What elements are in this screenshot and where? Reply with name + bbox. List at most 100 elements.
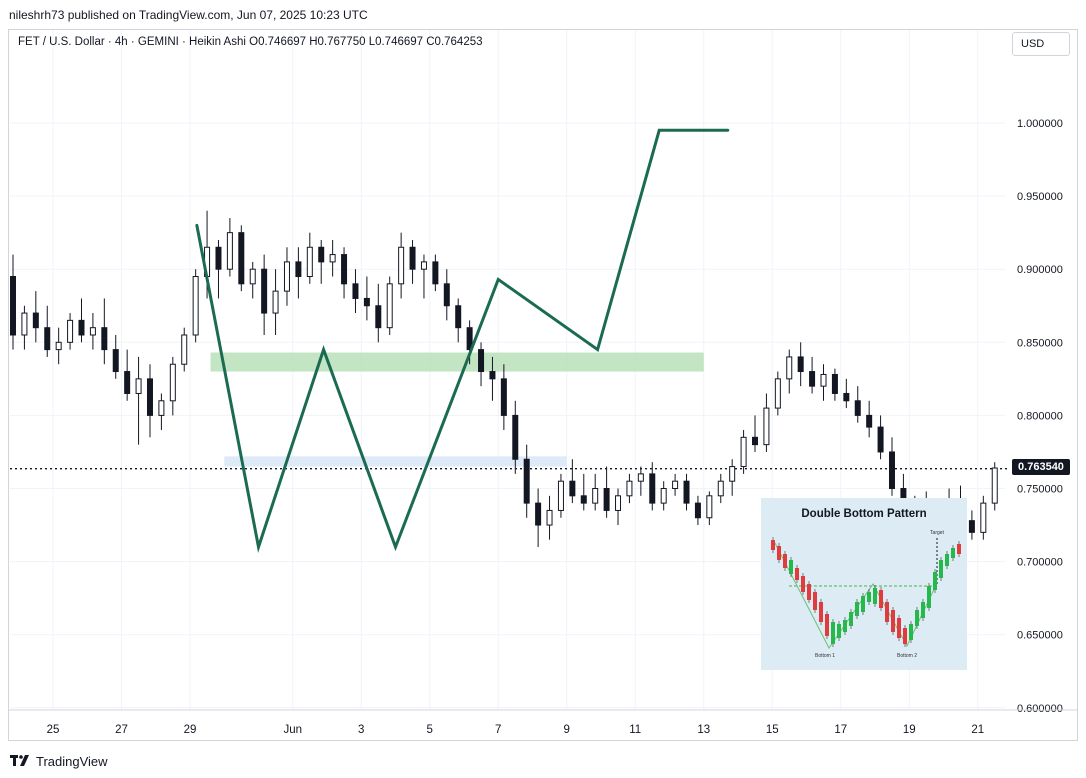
- candle-body-bull: [169, 363, 176, 402]
- candle: [786, 349, 793, 394]
- inset-candle: [843, 620, 847, 632]
- candle-body-bear: [535, 502, 542, 526]
- inset-candle: [825, 614, 829, 636]
- candle-body-bear: [649, 473, 656, 504]
- currency-button[interactable]: USD: [1012, 32, 1070, 56]
- candle-body-bear: [797, 356, 804, 373]
- candle: [752, 415, 759, 452]
- candle: [580, 473, 587, 511]
- candle-body-bull: [329, 254, 336, 263]
- x-tick-label: 21: [971, 724, 984, 736]
- inset-candle: [801, 576, 805, 592]
- inset-title: Double Bottom Pattern: [801, 508, 926, 520]
- candle: [603, 466, 610, 518]
- publish-line: nileshrh73 published on TradingView.com,…: [9, 8, 368, 22]
- candle-body-bull: [980, 502, 987, 533]
- y-tick-label: 0.900000: [1017, 264, 1063, 276]
- candle-body-bull: [21, 312, 28, 336]
- candle-body-bear: [112, 349, 119, 373]
- candle: [55, 327, 62, 365]
- x-tick-label: 29: [184, 724, 197, 736]
- candle: [352, 269, 359, 314]
- candle-body-bull: [660, 488, 667, 504]
- y-tick-label: 0.600000: [1017, 703, 1063, 715]
- inset-candle: [783, 554, 787, 568]
- candle: [318, 239, 325, 284]
- inset-candle: [807, 584, 811, 600]
- candle: [158, 393, 165, 431]
- candle: [181, 327, 188, 372]
- candle-body-bear: [101, 327, 108, 351]
- inset-candle: [903, 628, 907, 644]
- candle: [523, 444, 530, 518]
- time-axis[interactable]: 25 27 29 Jun 3 5 7 9 11 13 15 17 19 21: [8, 709, 1078, 736]
- candle-body-bear: [409, 246, 416, 270]
- candle: [375, 283, 382, 343]
- candle: [774, 371, 781, 416]
- inset-candle: [885, 602, 889, 622]
- inset-label-bottom1: Bottom 1: [815, 653, 835, 659]
- inset-candle: [915, 610, 919, 626]
- inset-candle: [855, 602, 859, 616]
- inset-candle: [771, 540, 775, 550]
- candle: [386, 276, 393, 335]
- candle-body-bear: [512, 414, 519, 460]
- candle-body-bull: [67, 319, 74, 343]
- candle-body-bear: [238, 232, 245, 285]
- candle-body-bull: [181, 334, 188, 365]
- candle: [10, 254, 16, 350]
- y-tick-label: 0.850000: [1017, 337, 1063, 349]
- candle-body-bull: [820, 373, 827, 387]
- candle: [341, 247, 348, 299]
- candle-body-bear: [466, 327, 473, 351]
- candle: [226, 218, 233, 277]
- inset-candle: [831, 622, 835, 644]
- last-price-tag: 0.763540: [1012, 459, 1070, 475]
- candle-body-bull: [398, 246, 405, 285]
- inset-candle: [909, 624, 913, 640]
- candle-body-bear: [683, 480, 690, 504]
- inset-background: [761, 498, 967, 670]
- candle-body-bear: [523, 458, 530, 504]
- inset-candle: [789, 560, 793, 574]
- candle: [512, 400, 519, 474]
- support-zone: [224, 456, 567, 467]
- candle-body-bear: [866, 414, 873, 428]
- candle: [272, 269, 279, 335]
- candle: [432, 254, 439, 292]
- candle-body-bull: [729, 466, 736, 482]
- candle-body-bull: [706, 495, 713, 519]
- inset-candle: [849, 612, 853, 626]
- candle-body-bull: [135, 378, 142, 394]
- candle: [101, 298, 108, 365]
- x-tick-label: 13: [697, 724, 710, 736]
- candle: [329, 239, 336, 277]
- price-axis[interactable]: 1.000000 0.950000 0.900000 0.850000 0.800000…: [1017, 118, 1063, 715]
- candle-body-bear: [215, 246, 222, 270]
- candle-body-bear: [478, 349, 485, 373]
- candle-body-bull: [740, 436, 747, 468]
- candle: [888, 437, 895, 496]
- publish-header: nileshrh73 published on TradingView.com,…: [0, 0, 1086, 30]
- candle-body-bull: [626, 480, 633, 497]
- candle-body-bull: [158, 400, 165, 416]
- candle: [283, 247, 290, 306]
- currency-label: USD: [1021, 38, 1045, 50]
- candle-body-bull: [991, 467, 998, 504]
- y-tick-label: 0.700000: [1017, 557, 1063, 569]
- candle: [626, 473, 633, 504]
- candle-body-bear: [843, 392, 850, 402]
- candle: [535, 488, 542, 547]
- candle-body-bear: [603, 488, 610, 511]
- footer-brand[interactable]: TradingView: [10, 751, 108, 771]
- inset-candle: [897, 618, 901, 638]
- candle: [717, 473, 724, 504]
- candle-body-bear: [752, 436, 759, 446]
- projection-path: [195, 128, 730, 553]
- candle-body-bear: [489, 371, 496, 380]
- candle-body-bull: [283, 261, 290, 292]
- candle-body-bear: [443, 283, 450, 307]
- inset-candle: [933, 572, 937, 590]
- inset-candle: [795, 568, 799, 580]
